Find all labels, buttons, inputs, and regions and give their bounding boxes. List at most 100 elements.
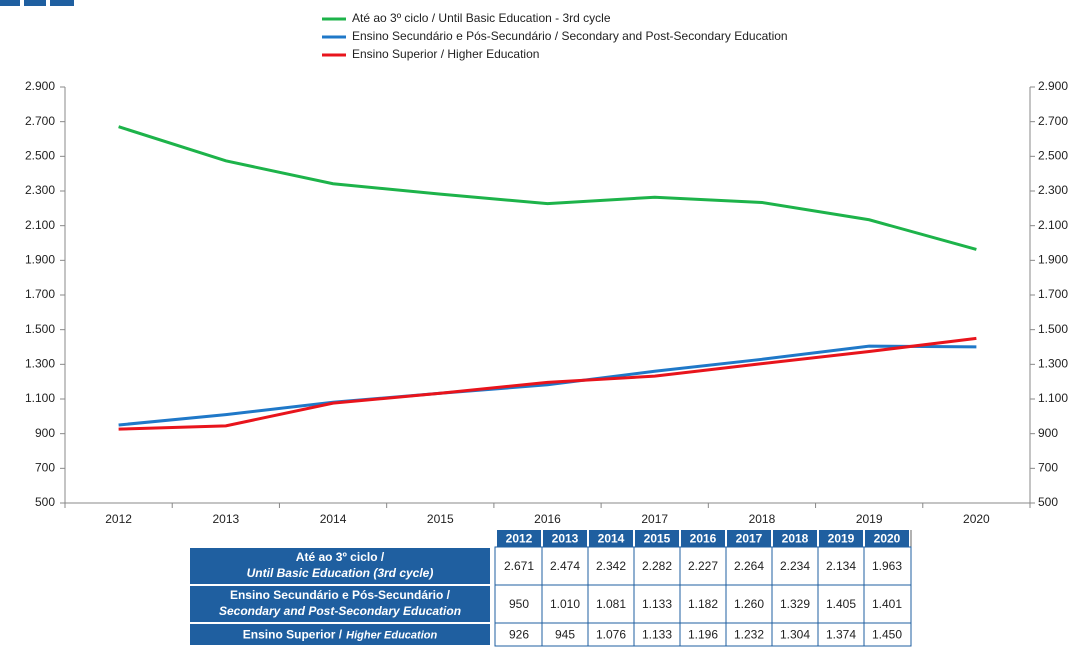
- table-cell: 2.282: [642, 559, 672, 573]
- y-tick-label: 1.500: [25, 322, 55, 336]
- table-header-cell: [819, 530, 863, 547]
- table-cell: 2.474: [550, 559, 580, 573]
- table-header-cell: [497, 530, 541, 547]
- table-cell: 1.329: [780, 597, 810, 611]
- x-tick-label: 2012: [105, 512, 132, 526]
- y2-tick-label: 2.500: [1038, 149, 1068, 163]
- table-header-label: 2014: [598, 532, 625, 546]
- y-tick-label: 2.500: [25, 149, 55, 163]
- x-tick-label: 2017: [641, 512, 668, 526]
- table-cell: 1.450: [872, 628, 902, 642]
- table-header-cell: [543, 530, 587, 547]
- y-tick-label: 700: [35, 461, 55, 475]
- x-tick-label: 2020: [963, 512, 990, 526]
- table-header-cell: [865, 530, 909, 547]
- y-tick-label: 2.300: [25, 183, 55, 197]
- x-tick-label: 2013: [212, 512, 239, 526]
- table-cell: 2.342: [596, 559, 626, 573]
- table-header-label: 2018: [782, 532, 809, 546]
- table-header-label: 2020: [874, 532, 901, 546]
- table-row-frame: [494, 584, 912, 624]
- series-line: [118, 336, 977, 431]
- table-header-label: 2012: [506, 532, 533, 546]
- table-cell: 1.405: [826, 597, 856, 611]
- y2-tick-label: 1.700: [1038, 287, 1068, 301]
- table-row-label: Até ao 3º ciclo /: [296, 550, 385, 564]
- table-row-label: Ensino Superior / Higher Education: [243, 628, 438, 642]
- table-header-label: 2017: [736, 532, 763, 546]
- table-header-label: 2019: [828, 532, 855, 546]
- table-header-label: 2015: [644, 532, 671, 546]
- y-tick-label: 1.900: [25, 253, 55, 267]
- table-header-cell: [773, 530, 817, 547]
- y-tick-label: 2.700: [25, 114, 55, 128]
- table-row-label: Ensino Secundário e Pós-Secundário /: [230, 588, 451, 602]
- x-tick-label: 2019: [856, 512, 883, 526]
- y2-tick-label: 700: [1038, 461, 1058, 475]
- table-cell: 1.010: [550, 597, 580, 611]
- table-cell: 1.260: [734, 597, 764, 611]
- y-tick-label: 2.900: [25, 79, 55, 93]
- table-header-cell: [589, 530, 633, 547]
- logo-block: [24, 0, 46, 6]
- x-tick-label: 2014: [320, 512, 347, 526]
- table-cell: 1.133: [642, 597, 672, 611]
- series-line: [118, 125, 977, 251]
- table-row-header: [190, 624, 490, 645]
- legend-label: Ensino Secundário e Pós-Secundário / Sec…: [352, 29, 788, 43]
- x-tick-label: 2018: [749, 512, 776, 526]
- table-cell: 1.182: [688, 597, 718, 611]
- y2-tick-label: 1.500: [1038, 322, 1068, 336]
- table-row-label-part: Higher Education: [346, 629, 437, 641]
- x-tick-label: 2015: [427, 512, 454, 526]
- table-cell: 950: [509, 597, 529, 611]
- table-row-frame: [494, 622, 912, 647]
- y2-tick-label: 1.300: [1038, 357, 1068, 371]
- table-row-header: [190, 586, 490, 622]
- y-tick-label: 2.100: [25, 218, 55, 232]
- table-row-label-part: Ensino Superior /: [243, 628, 343, 642]
- y2-tick-label: 1.100: [1038, 391, 1068, 405]
- series-line: [118, 344, 977, 427]
- y-tick-label: 1.100: [25, 391, 55, 405]
- table-cell: 1.963: [872, 559, 902, 573]
- table-header-cell: [635, 530, 679, 547]
- table-cell: 1.076: [596, 628, 626, 642]
- table-cell: 1.374: [826, 628, 856, 642]
- table-cell: 2.264: [734, 559, 764, 573]
- table-cell: 2.671: [504, 559, 534, 573]
- y2-tick-label: 900: [1038, 426, 1058, 440]
- y-tick-label: 1.700: [25, 287, 55, 301]
- y2-tick-label: 2.700: [1038, 114, 1068, 128]
- table-cell: 945: [555, 628, 575, 642]
- y2-tick-label: 2.100: [1038, 218, 1068, 232]
- table-header-label: 2013: [552, 532, 579, 546]
- table-cell: 1.133: [642, 628, 672, 642]
- table-header-label: 2016: [690, 532, 717, 546]
- table-cell: 1.401: [872, 597, 902, 611]
- y2-tick-label: 2.900: [1038, 79, 1068, 93]
- table-header-cell: [727, 530, 771, 547]
- y-tick-label: 500: [35, 495, 55, 509]
- y2-tick-label: 2.300: [1038, 183, 1068, 197]
- y2-tick-label: 1.900: [1038, 253, 1068, 267]
- table-row-header: [190, 548, 490, 584]
- y2-tick-label: 500: [1038, 495, 1058, 509]
- table-row-label: Until Basic Education (3rd cycle): [247, 566, 434, 580]
- table-cell: 2.234: [780, 559, 810, 573]
- y-tick-label: 1.300: [25, 357, 55, 371]
- x-tick-label: 2016: [534, 512, 561, 526]
- legend-label: Até ao 3º ciclo / Until Basic Education …: [352, 11, 611, 25]
- table-cell: 1.232: [734, 628, 764, 642]
- table-cell: 2.134: [826, 559, 856, 573]
- logo-block: [0, 0, 20, 6]
- y-tick-label: 900: [35, 426, 55, 440]
- table-row-label: Secondary and Post-Secondary Education: [219, 604, 461, 618]
- table-cell: 1.081: [596, 597, 626, 611]
- table-header-cell: [681, 530, 725, 547]
- table-cell: 926: [509, 628, 529, 642]
- logo-block: [50, 0, 74, 6]
- table-cell: 2.227: [688, 559, 718, 573]
- legend-label: Ensino Superior / Higher Education: [352, 47, 539, 61]
